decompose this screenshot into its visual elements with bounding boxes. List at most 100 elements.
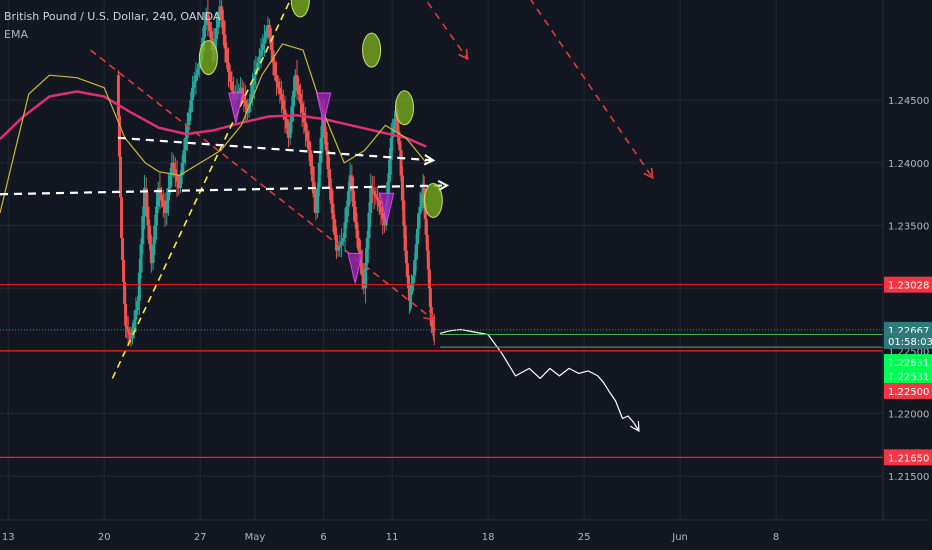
candle-body [325, 132, 328, 151]
candle-body [361, 263, 364, 276]
price-tag-label: 1.22631 [888, 358, 929, 369]
candle-body [278, 88, 281, 94]
candle-body [340, 241, 343, 244]
candle-body [229, 72, 232, 81]
candle-body [260, 50, 263, 56]
price-tag-label: 1.21650 [888, 453, 929, 464]
x-tick-label: 25 [578, 532, 591, 543]
candle-body [369, 188, 372, 213]
candle-body [227, 63, 230, 72]
candle-body [285, 119, 288, 128]
price-tag-label: 01:58:03 [888, 337, 932, 348]
candle-body [244, 100, 247, 106]
circle-marker [395, 91, 413, 125]
candle-body [388, 160, 391, 182]
candle-body [258, 56, 261, 62]
candle-body [203, 25, 206, 38]
x-tick-label: 13 [2, 532, 15, 543]
candle-body [210, 31, 213, 40]
candle-body [292, 91, 295, 107]
price-tag-label: 1.23028 [888, 281, 929, 292]
candle-body [313, 182, 316, 198]
symbol-title[interactable]: British Pound / U.S. Dollar, 240, OANDA [4, 10, 220, 23]
candle-body [172, 163, 175, 169]
y-tick-label: 1.23500 [888, 222, 929, 233]
candle-body [330, 188, 333, 204]
circle-marker [363, 33, 381, 67]
x-tick-label: 8 [773, 532, 779, 543]
y-tick-label: 1.24000 [888, 159, 929, 170]
candle-body [374, 194, 377, 197]
candle-body [141, 216, 144, 244]
candle-body [169, 175, 172, 188]
candle-body [182, 150, 185, 163]
x-tick-label: 27 [194, 532, 207, 543]
price-tag-label: 1.22500 [888, 387, 929, 398]
x-tick-label: 6 [320, 532, 326, 543]
candle-body [220, 6, 223, 20]
candle-body [193, 81, 196, 87]
candle-body [354, 207, 357, 223]
candle-body [366, 238, 369, 263]
circle-marker [424, 183, 442, 217]
candle-body [136, 301, 139, 310]
candle-body [368, 213, 371, 238]
candle-body [311, 166, 314, 182]
candle-body [299, 94, 302, 103]
candle-body [153, 226, 156, 245]
candle-body [184, 138, 187, 151]
y-tick-label: 1.22000 [888, 409, 929, 420]
candle-body [345, 207, 348, 223]
candle-body [251, 85, 254, 94]
candle-body [155, 207, 158, 226]
candle-body [309, 150, 312, 166]
candle-body [316, 188, 319, 213]
y-tick-label: 1.21500 [888, 472, 929, 483]
candle-body [304, 122, 307, 131]
candle-body [378, 200, 381, 206]
y-tick-label: 1.24500 [888, 96, 929, 107]
candle-body [328, 169, 331, 188]
candle-body [277, 81, 280, 87]
price-tag-label: 1.22531 [888, 372, 929, 383]
candle-body [138, 273, 141, 301]
candle-body [230, 81, 233, 90]
candle-body [196, 69, 199, 75]
candle-body [289, 122, 292, 138]
candle-body [225, 49, 228, 63]
candle-body [337, 247, 340, 250]
candle-body [134, 310, 137, 319]
candle-body [208, 22, 211, 31]
candle-body [263, 38, 266, 44]
candle-body [376, 197, 379, 200]
candle-body [162, 200, 165, 206]
candle-body [284, 110, 287, 119]
candle-body [379, 207, 382, 213]
candle-body [160, 194, 163, 200]
candle-body [318, 163, 321, 188]
candle-body [381, 213, 384, 219]
indicator-label[interactable]: EMA [4, 28, 28, 41]
candle-body [146, 207, 149, 226]
candle-body [148, 226, 151, 245]
candle-body [152, 244, 155, 263]
candle-body [188, 113, 191, 126]
candle-body [194, 75, 197, 81]
candle-body [280, 94, 283, 100]
x-tick-label: Jun [671, 532, 688, 543]
x-tick-label: May [245, 532, 266, 543]
candle-body [268, 25, 271, 38]
candle-body [320, 138, 323, 163]
candle-body [224, 34, 227, 48]
candle-body [373, 191, 376, 194]
candle-body [342, 238, 345, 241]
x-tick-label: 18 [482, 532, 495, 543]
candle-body [347, 191, 350, 207]
candle-body [261, 44, 264, 50]
candle-body [222, 20, 225, 34]
candle-body [333, 219, 336, 235]
candle-body [191, 88, 194, 101]
candle-body [356, 222, 359, 238]
candle-body [308, 141, 311, 150]
